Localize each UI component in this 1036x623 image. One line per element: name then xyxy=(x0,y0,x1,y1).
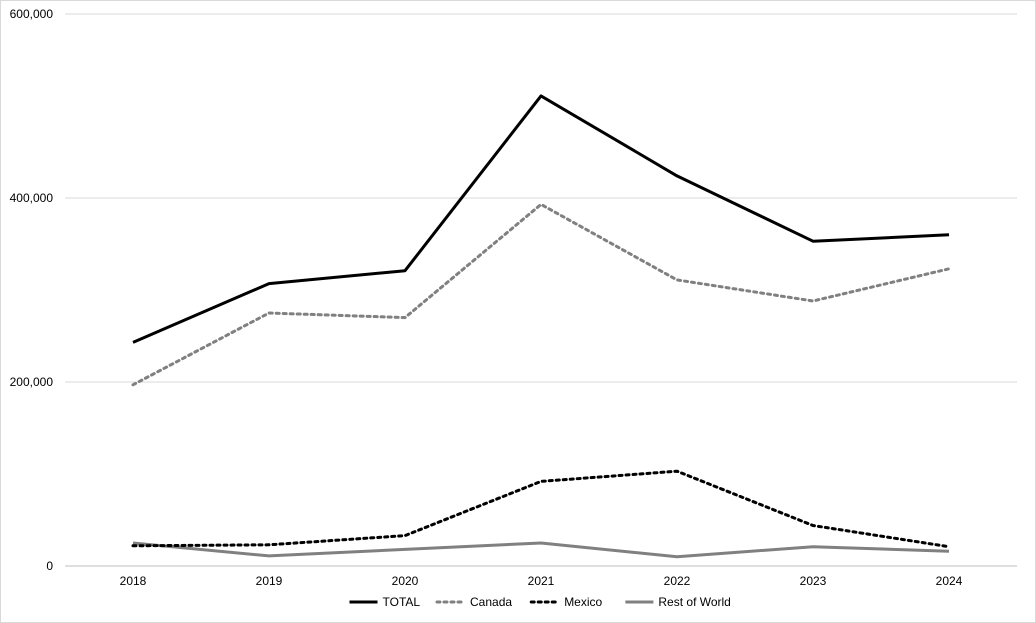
legend-item: Canada xyxy=(435,595,512,609)
series-line-canada xyxy=(131,202,951,387)
series-lines xyxy=(131,94,951,559)
legend-label: Rest of World xyxy=(658,595,730,609)
y-axis-ticks: 0 200,000 400,000 600,000 xyxy=(10,7,54,573)
series-line-mexico xyxy=(131,469,951,549)
y-tick-label: 600,000 xyxy=(10,7,54,21)
legend-item: TOTAL xyxy=(349,595,421,609)
y-tick-label: 0 xyxy=(46,559,53,573)
legend-item: Mexico xyxy=(529,595,603,609)
legend-item: Rest of World xyxy=(625,595,731,609)
legend-label: Canada xyxy=(470,595,512,609)
series-line-total xyxy=(132,94,950,344)
legend-label: TOTAL xyxy=(383,595,421,609)
y-tick-label: 400,000 xyxy=(10,191,54,205)
x-tick-label: 2021 xyxy=(528,574,555,588)
x-tick-label: 2022 xyxy=(664,574,691,588)
x-tick-label: 2023 xyxy=(800,574,827,588)
x-tick-label: 2024 xyxy=(936,574,963,588)
legend: TOTAL Canada Mexico Rest of World xyxy=(349,595,731,609)
y-tick-label: 200,000 xyxy=(10,375,54,389)
legend-label: Mexico xyxy=(564,595,602,609)
gridlines xyxy=(65,13,1017,567)
series-line-rest-of-world xyxy=(132,541,950,559)
x-tick-label: 2018 xyxy=(120,574,147,588)
x-tick-label: 2020 xyxy=(392,574,419,588)
x-axis-ticks: 2018 2019 2020 2021 2022 2023 2024 xyxy=(120,574,963,588)
x-tick-label: 2019 xyxy=(256,574,283,588)
